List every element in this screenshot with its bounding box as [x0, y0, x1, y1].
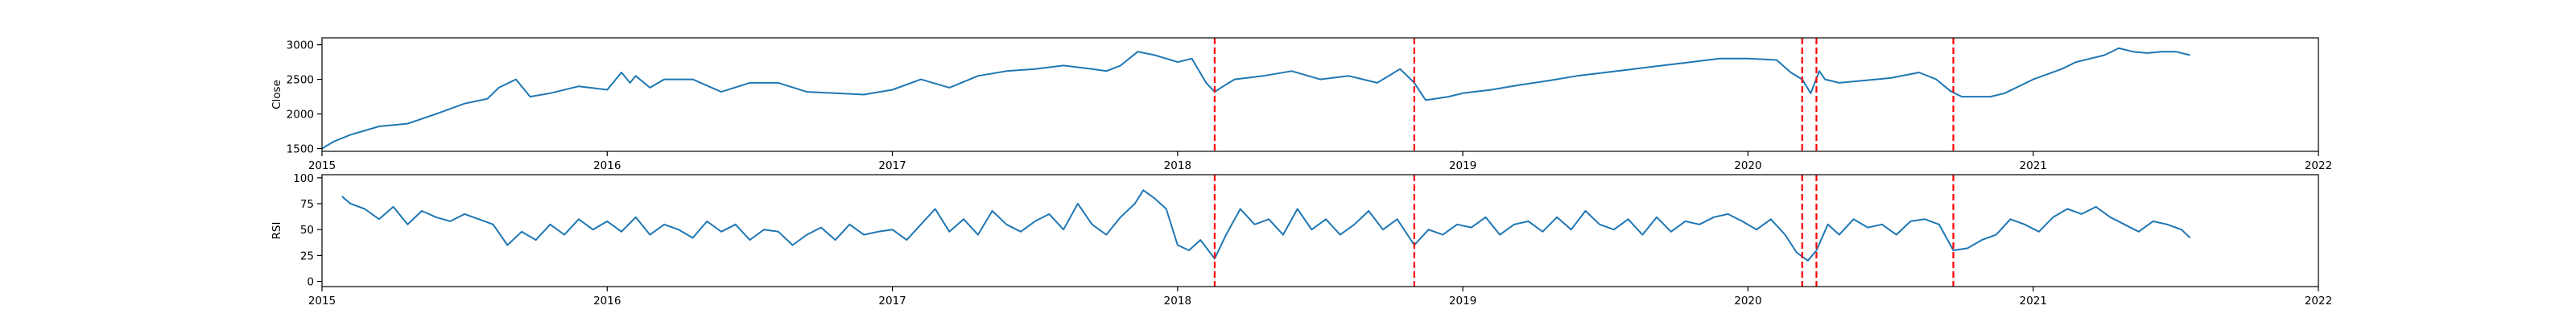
x-tick-label: 2021: [2020, 295, 2047, 308]
y-tick-label: 3000: [287, 39, 314, 52]
y-axis-title: Close: [270, 80, 283, 109]
x-tick-label: 2017: [878, 159, 906, 172]
y-axis-title: RSI: [270, 222, 283, 240]
x-tick-label: 2020: [1734, 295, 1761, 308]
axes-frame: [321, 37, 2319, 152]
close-price-panel: 2015 2016 2017 2018 2019 2020 2021 2022 1500 2000…: [270, 37, 2332, 172]
x-tick-label: 2019: [1449, 295, 1476, 308]
x-tick-label: 2018: [1164, 295, 1191, 308]
x-tick-label: 2016: [593, 295, 621, 308]
x-tick-label: 2015: [308, 159, 336, 172]
x-tick-label: 2015: [308, 295, 336, 308]
x-tick-label: 2017: [878, 295, 906, 308]
series-line: [321, 47, 2190, 150]
y-tick-label: 50: [300, 224, 314, 237]
x-tick-label: 2019: [1449, 159, 1476, 172]
y-tick-label: 75: [300, 198, 314, 211]
x-tick-label: 2020: [1734, 159, 1761, 172]
x-tick-label: 2022: [2305, 295, 2332, 308]
y-tick-label: 2500: [287, 74, 314, 87]
x-tick-label: 2016: [593, 159, 621, 172]
y-tick-label: 25: [300, 250, 314, 262]
y-tick-label: 0: [307, 276, 314, 289]
x-tick-label: 2021: [2020, 159, 2047, 172]
y-tick-label: 1500: [287, 143, 314, 156]
y-tick-label: 100: [293, 172, 314, 185]
axes-frame: [321, 174, 2319, 287]
series-line: [341, 189, 2191, 262]
x-tick-label: 2018: [1164, 159, 1191, 172]
x-tick-label: 2022: [2305, 159, 2332, 172]
rsi-panel: 2015 2016 2017 2018 2019 2020 2021 2022 0 25 50 75 1…: [270, 172, 2332, 308]
y-tick-label: 2000: [287, 109, 314, 122]
